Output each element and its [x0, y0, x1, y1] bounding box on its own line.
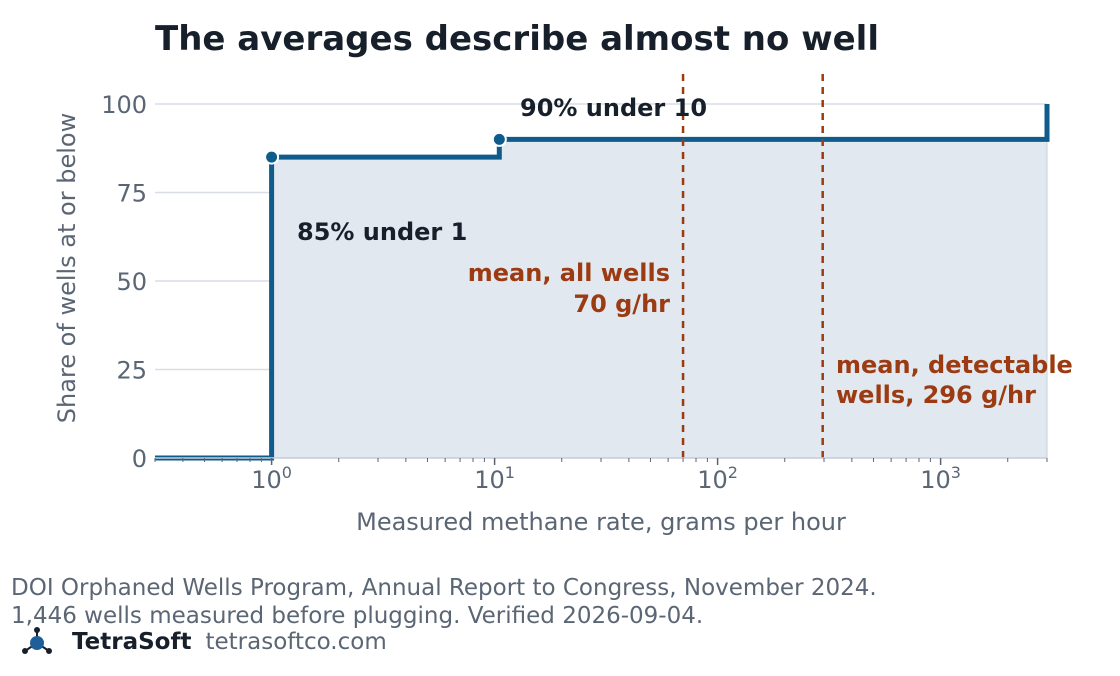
brand-name: TetraSoft: [72, 629, 192, 655]
x-tick-exponent: 1: [505, 463, 515, 482]
reference-lines: [681, 74, 1048, 458]
mean-detectable-label-line1: mean, detectable: [836, 351, 1073, 379]
cdf-markers: [264, 131, 507, 165]
x-tick-exponent: 2: [728, 463, 738, 482]
y-tick-label: 25: [116, 357, 147, 385]
y-tick-label: 50: [116, 268, 147, 296]
mean-all-wells-label-line2: 70 g/hr: [573, 290, 670, 318]
source-line-2: 1,446 wells measured before plugging. Ve…: [11, 603, 704, 629]
x-axis: 100 101 102 103: [154, 457, 1048, 494]
chart: The averages describe almost no well 100…: [53, 19, 1073, 536]
annotation-85-under-1: 85% under 1: [297, 218, 467, 246]
x-tick-label: 103: [920, 463, 961, 494]
mean-detectable-label-line2: wells, 296 g/hr: [836, 381, 1036, 409]
brand-url: tetrasoftco.com: [205, 629, 387, 655]
x-tick-label: 100: [251, 463, 292, 494]
source-line-1: DOI Orphaned Wells Program, Annual Repor…: [11, 575, 877, 601]
y-axis-label: Share of wells at or below: [53, 113, 81, 423]
y-tick-label: 75: [116, 180, 147, 208]
x-tick-label: 101: [474, 463, 515, 494]
x-tick-exponent: 0: [282, 463, 292, 482]
x-axis-label: Measured methane rate, grams per hour: [356, 508, 846, 536]
brand: TetraSoft tetrasoftco.com: [20, 626, 387, 658]
chart-title: The averages describe almost no well: [155, 19, 879, 59]
cdf-marker-1: [491, 131, 507, 147]
cdf-marker-0: [264, 149, 280, 165]
y-axis: 0 25 50 75 100: [101, 91, 147, 473]
tetrasoft-molecule-logo-icon: [22, 627, 52, 654]
y-tick-label: 100: [101, 91, 147, 119]
annotation-90-under-10: 90% under 10: [520, 94, 707, 122]
mean-all-wells-label-line1: mean, all wells: [468, 259, 670, 287]
y-tick-label: 0: [132, 445, 147, 473]
x-tick-exponent: 3: [951, 463, 961, 482]
x-tick-label: 102: [697, 463, 738, 494]
